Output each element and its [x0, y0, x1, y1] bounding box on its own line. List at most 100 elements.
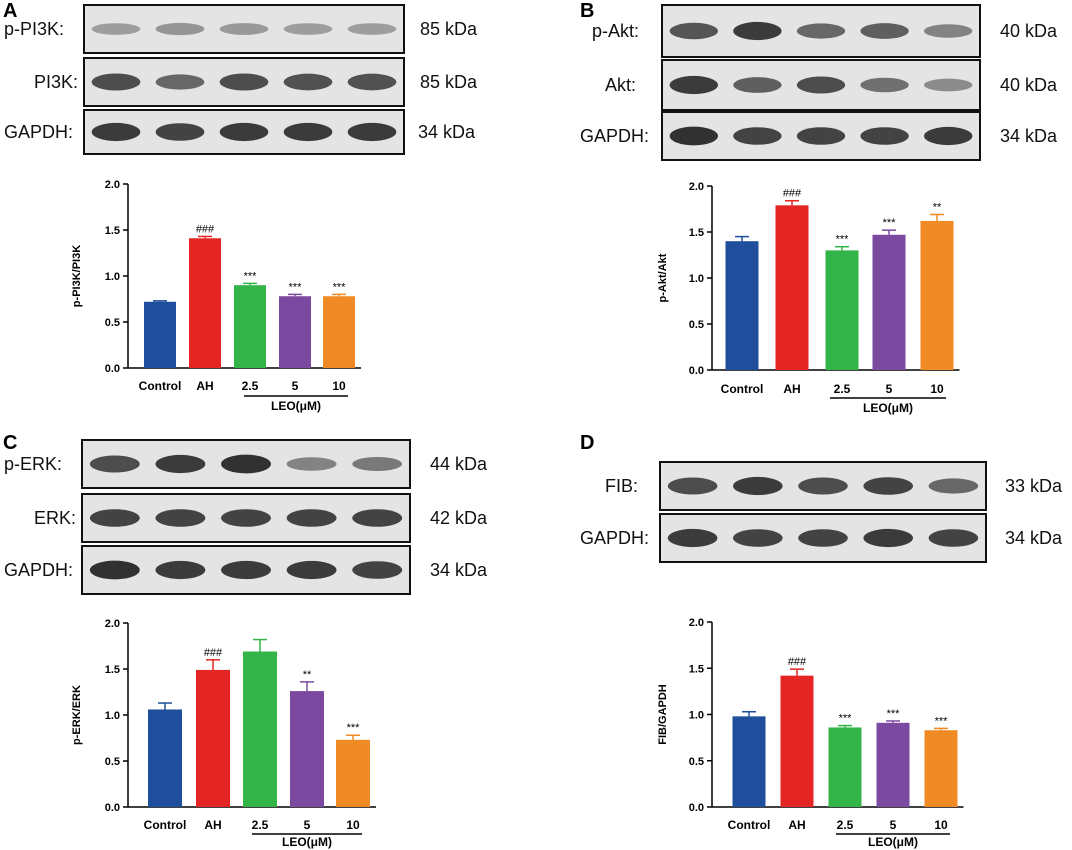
blot-band	[221, 454, 271, 474]
significance-label: ###	[788, 656, 807, 668]
blot-band	[219, 122, 269, 142]
y-axis-label: FIB/GAPDH	[657, 684, 669, 745]
blot-row: PI3K: 85 kDa	[34, 57, 478, 107]
x-tick-label: 10	[934, 818, 948, 832]
y-tick-label: 1.5	[105, 225, 120, 237]
y-tick-label: 1.5	[689, 663, 704, 675]
y-tick-label: 1.0	[689, 710, 704, 722]
significance-label: **	[303, 669, 312, 681]
blot-band	[667, 528, 718, 548]
significance-label: ***	[887, 708, 901, 720]
x-tick-label: 5	[890, 818, 897, 832]
bar	[828, 727, 862, 807]
blot-row: GAPDH: 34 kDa	[4, 109, 476, 155]
blot-band	[352, 561, 403, 579]
blot-band	[89, 509, 140, 527]
x-tick-label: 10	[332, 379, 346, 393]
significance-label: ***	[289, 281, 303, 293]
panel-letter: C	[3, 432, 17, 454]
y-tick-label: 0.0	[105, 802, 120, 814]
blot-row: Akt: 40 kDa	[605, 59, 1058, 111]
bar-chart-a: 0.0 0.5 1.0 1.5 2.0 p-PI3K/PI3K Control ### AH **…	[71, 179, 361, 413]
bar-chart-c: 0.0 0.5 1.0 1.5 2.0 p-ERK/ERK Control ### AH 2.5 *…	[71, 618, 376, 849]
panel-letter: A	[3, 0, 17, 22]
blot-band	[286, 509, 337, 527]
blot-band	[352, 457, 403, 471]
bar	[732, 716, 766, 807]
blot-kda-label: 34 kDa	[1005, 528, 1063, 548]
bar	[725, 241, 759, 370]
blot-band	[860, 23, 909, 39]
x-tick-label: AH	[783, 382, 800, 396]
x-tick-label: 10	[930, 382, 944, 396]
bar-chart-b: 0.0 0.5 1.0 1.5 2.0 p-Akt/Akt Control ### AH *** 2…	[657, 181, 960, 415]
bar	[872, 234, 906, 370]
blot-protein-label: FIB:	[605, 476, 638, 496]
blot-row: GAPDH: 34 kDa	[4, 545, 488, 595]
blot-band	[155, 560, 206, 580]
blot-kda-label: 34 kDa	[1000, 126, 1058, 146]
blot-band	[796, 76, 846, 94]
blot-band	[91, 122, 141, 142]
y-axis-label: p-Akt/Akt	[657, 253, 669, 302]
blot-kda-label: 85 kDa	[420, 72, 478, 92]
blot-kda-label: 40 kDa	[1000, 21, 1058, 41]
blot-band	[221, 560, 271, 580]
blot-protein-label: GAPDH:	[4, 122, 73, 142]
bar-chart-d: 0.0 0.5 1.0 1.5 2.0 FIB/GAPDH Control ### AH *** 2…	[657, 617, 964, 849]
blot-band	[733, 21, 782, 41]
group-label: LEO(μM)	[868, 835, 918, 849]
x-tick-label: 5	[886, 382, 893, 396]
blot-band	[155, 509, 206, 527]
blot-band	[796, 127, 846, 145]
blot-kda-label: 42 kDa	[430, 508, 488, 528]
bar	[243, 651, 277, 807]
blot-band	[221, 509, 271, 527]
blot-band	[347, 73, 397, 91]
blot-band	[928, 478, 979, 494]
significance-label: **	[933, 202, 942, 214]
blot-band	[669, 75, 718, 95]
blot-band	[219, 73, 269, 91]
x-tick-label: AH	[788, 818, 805, 832]
blot-band	[924, 78, 973, 92]
y-tick-label: 0.5	[689, 756, 704, 768]
blot-band	[89, 455, 140, 473]
y-tick-label: 2.0	[105, 618, 120, 630]
bar	[323, 296, 355, 368]
bar	[876, 722, 910, 807]
group-label: LEO(μM)	[863, 401, 913, 415]
blot-band	[91, 73, 141, 91]
x-tick-label: Control	[139, 379, 182, 393]
blot-band	[860, 127, 909, 145]
blot-band	[352, 509, 403, 527]
blot-row: GAPDH: 34 kDa	[580, 513, 1063, 563]
significance-label: ***	[333, 281, 347, 293]
blot-band	[89, 560, 140, 580]
x-tick-label: 10	[346, 818, 360, 832]
blot-row: GAPDH: 34 kDa	[580, 111, 1058, 161]
y-tick-label: 0.0	[689, 802, 704, 814]
bar	[189, 238, 221, 368]
blot-row: p-ERK: 44 kDa	[4, 439, 488, 489]
blot-protein-label: PI3K:	[34, 72, 78, 92]
blot-band	[796, 23, 846, 39]
blot-panel-d: D FIB: 33 kDa GAPDH: 34 kDa	[580, 432, 1063, 563]
y-tick-label: 2.0	[689, 181, 704, 193]
blot-band	[667, 477, 718, 495]
blot-band	[286, 457, 337, 471]
x-tick-label: AH	[204, 818, 221, 832]
blot-band	[669, 22, 718, 40]
blot-protein-label: p-PI3K:	[4, 19, 64, 39]
bar	[148, 709, 182, 807]
blot-band	[733, 127, 782, 145]
blot-band	[91, 23, 141, 35]
bar	[144, 301, 176, 368]
x-tick-label: Control	[728, 818, 771, 832]
bar	[924, 730, 958, 807]
blot-band	[283, 122, 333, 142]
bar	[196, 669, 230, 807]
blot-kda-label: 34 kDa	[430, 560, 488, 580]
x-tick-label: 2.5	[252, 818, 269, 832]
